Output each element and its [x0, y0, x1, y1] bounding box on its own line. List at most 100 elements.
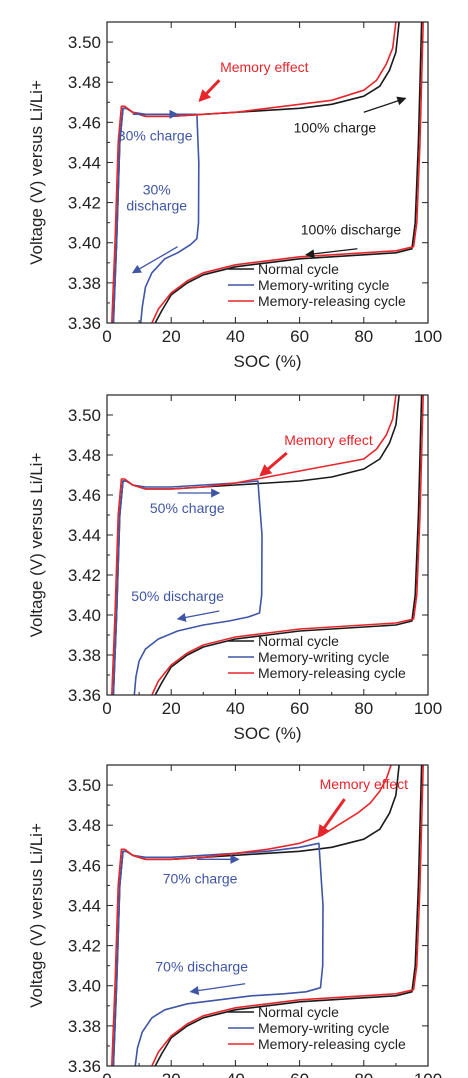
legend-label: Normal cycle — [258, 1004, 339, 1020]
annotation-arrow — [131, 246, 178, 274]
y-tick-label: 3.36 — [68, 314, 101, 333]
x-tick-label: 0 — [102, 327, 111, 346]
annotation: 70% discharge — [155, 959, 248, 996]
annotation: 100% charge — [294, 96, 407, 135]
chart-panel-3: 3.36 3.38 3.40 3.42 3.44 3.46 3.48 3.50 0 20 40 60 8… — [27, 764, 442, 1078]
y-tick-label: 3.38 — [68, 1017, 101, 1036]
annotation-arrow — [176, 610, 220, 622]
annotation: Memory effect — [317, 776, 409, 838]
annotation-label: 50% discharge — [131, 588, 224, 604]
annotation-label: Memory effect — [284, 432, 373, 448]
y-tick-label: 3.40 — [68, 234, 101, 253]
chart-panel-2: 3.36 3.38 3.40 3.42 3.44 3.46 3.48 3.50 0 20 40 60 8… — [27, 394, 442, 743]
legend-label: Memory-writing cycle — [258, 649, 390, 665]
annotation: Memory effect — [198, 59, 309, 102]
annotation: 50% charge — [150, 488, 225, 516]
x-tick-label: 20 — [162, 1070, 181, 1078]
x-tick-label: 40 — [226, 1070, 245, 1078]
legend-label: Memory-writing cycle — [258, 1020, 390, 1036]
y-tick-label: 3.46 — [68, 113, 101, 132]
y-tick-label: 3.38 — [68, 274, 101, 293]
annotation-label: 30% charge — [118, 127, 193, 143]
y-tick-label: 3.44 — [68, 153, 101, 172]
legend-label: Normal cycle — [258, 633, 339, 649]
x-tick-label: 0 — [102, 699, 111, 718]
y-tick-label: 3.36 — [68, 686, 101, 705]
series-line-memory-releasing-cycle — [111, 765, 392, 1066]
annotation-label: 70% charge — [163, 870, 238, 886]
annotation-label-line1: 30% — [143, 182, 171, 198]
series-line-normal-cycle-discharge — [154, 22, 423, 323]
series-line-normal-cycle-discharge — [154, 395, 423, 695]
annotation-arrow — [305, 248, 358, 259]
series-line-memory-writing-cycle — [112, 480, 263, 695]
annotation-label: Memory effect — [220, 59, 309, 75]
x-tick-label: 40 — [226, 699, 245, 718]
series-line-normal-cycle-discharge — [154, 765, 423, 1066]
series-group — [111, 395, 425, 695]
annotation-label: 50% charge — [150, 500, 225, 516]
x-tick-label: 80 — [354, 327, 373, 346]
annotation: Memory effect — [259, 432, 373, 477]
x-axis-title: SOC (%) — [234, 352, 302, 371]
annotation-label-line2: discharge — [126, 198, 187, 214]
x-tick-label: 60 — [290, 327, 309, 346]
y-axis-title: Voltage (V) versus Li/Li+ — [27, 80, 46, 265]
y-tick-label: 3.48 — [68, 446, 101, 465]
y-tick-label: 3.42 — [68, 194, 101, 213]
annotation: 100% discharge — [301, 222, 402, 259]
y-axis-title: Voltage (V) versus Li/Li+ — [27, 823, 46, 1008]
legend-label: Memory-writing cycle — [258, 277, 390, 293]
annotation: 50% discharge — [131, 588, 224, 622]
y-axis-title: Voltage (V) versus Li/Li+ — [27, 453, 46, 638]
series-line-memory-releasing-cycle — [111, 22, 397, 323]
legend-label: Normal cycle — [258, 261, 339, 277]
y-tick-label: 3.48 — [68, 816, 101, 835]
y-tick-label: 3.50 — [68, 33, 101, 52]
annotation-label: 70% discharge — [155, 959, 248, 975]
series-group — [111, 22, 425, 323]
x-tick-label: 40 — [226, 327, 245, 346]
x-tick-label: 20 — [162, 327, 181, 346]
legend-label: Memory-releasing cycle — [258, 1036, 406, 1052]
x-tick-label: 20 — [162, 699, 181, 718]
x-tick-label: 100 — [414, 699, 442, 718]
legend-label: Memory-releasing cycle — [258, 665, 406, 681]
series-line-memory-releasing-cycle — [111, 395, 397, 695]
annotation-arrow — [317, 798, 346, 838]
annotation-label: 100% charge — [294, 119, 377, 135]
annotation-label: 100% discharge — [301, 222, 402, 238]
annotation: 30% charge — [118, 109, 193, 143]
series-line-memory-releasing-cycle-discharge — [151, 395, 425, 695]
y-tick-label: 3.44 — [68, 896, 101, 915]
y-tick-label: 3.36 — [68, 1057, 101, 1076]
x-tick-label: 0 — [102, 1070, 111, 1078]
annotation: 70% charge — [163, 854, 240, 886]
annotation-arrow — [259, 451, 288, 477]
annotation-arrow — [198, 79, 221, 102]
x-tick-label: 100 — [414, 1070, 442, 1078]
y-tick-label: 3.48 — [68, 73, 101, 92]
series-line-memory-writing-cycle — [112, 107, 200, 323]
annotation-arrow — [189, 983, 246, 996]
x-axis-title: SOC (%) — [234, 724, 302, 743]
y-tick-label: 3.42 — [68, 566, 101, 585]
y-tick-label: 3.50 — [68, 776, 101, 795]
series-line-memory-releasing-cycle-discharge — [151, 765, 425, 1066]
x-tick-label: 60 — [290, 1070, 309, 1078]
chart-panel-1: 3.36 3.38 3.40 3.42 3.44 3.46 3.48 3.50 0 20 40 60 8… — [27, 21, 442, 371]
x-tick-label: 100 — [414, 327, 442, 346]
y-tick-label: 3.40 — [68, 606, 101, 625]
y-tick-label: 3.40 — [68, 977, 101, 996]
legend-label: Memory-releasing cycle — [258, 293, 406, 309]
y-tick-label: 3.42 — [68, 937, 101, 956]
x-tick-label: 60 — [290, 699, 309, 718]
annotation-label: Memory effect — [320, 776, 409, 792]
annotation-arrow — [363, 96, 407, 113]
series-line-memory-releasing-cycle-discharge — [151, 22, 425, 323]
y-tick-label: 3.46 — [68, 486, 101, 505]
